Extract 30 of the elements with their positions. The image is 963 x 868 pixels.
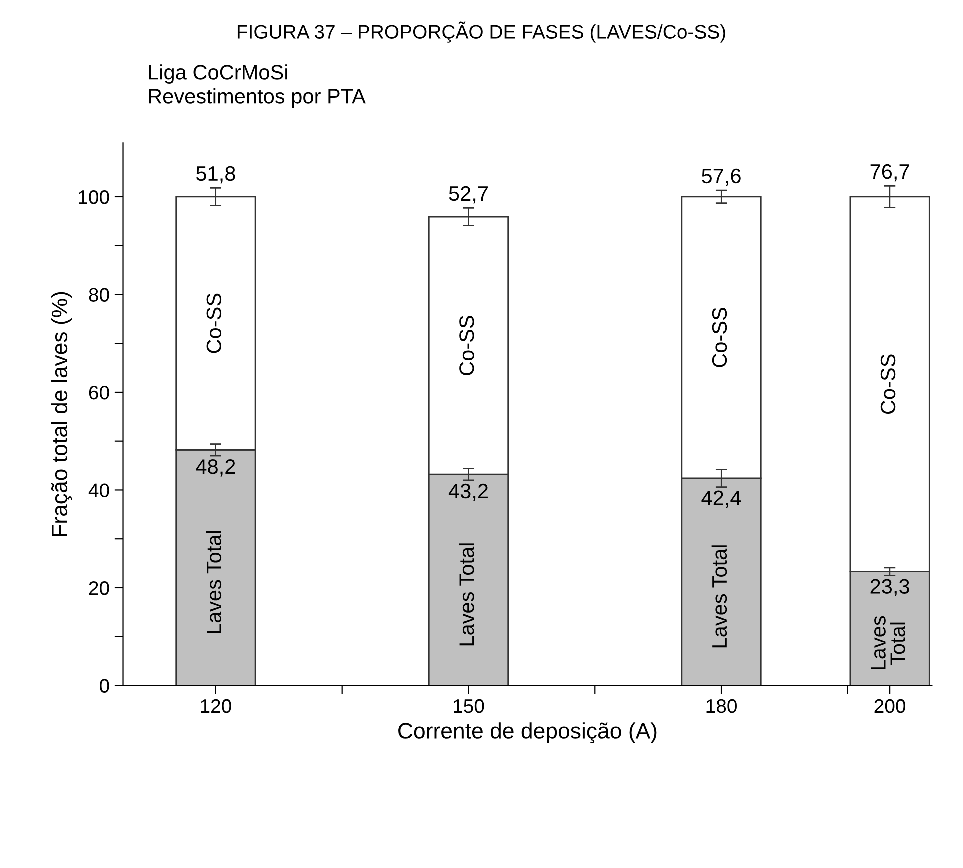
data-label: 43,2 — [448, 484, 488, 502]
y-tick-label: 60 — [89, 386, 110, 400]
chart-subtitle: Liga CoCrMoSi Revestimentos por PTA — [149, 64, 366, 108]
y-axis-title: Fração total de laves (%) — [51, 292, 72, 536]
x-tick-label: 180 — [706, 699, 737, 714]
data-label: 42,4 — [702, 490, 742, 508]
y-tick-label: 40 — [88, 484, 110, 498]
data-label: 76,7 — [870, 164, 910, 182]
y-tick-label: 0 — [100, 679, 110, 693]
data-label: 51,8 — [196, 166, 236, 184]
text: Co-SS — [712, 308, 728, 368]
series-label: Laves Total — [871, 616, 906, 670]
y-tick-label: 100 — [79, 190, 110, 204]
data-label: 48,2 — [196, 459, 236, 477]
y-tick-label: 80 — [89, 288, 110, 302]
data-label: 23,3 — [870, 579, 910, 596]
data-label: 57,6 — [702, 168, 741, 186]
text: Laves Total — [712, 546, 728, 648]
x-tick-label: 200 — [874, 699, 906, 714]
series-label: Co-SS — [880, 354, 896, 414]
text: Laves Total — [206, 531, 222, 634]
x-tick-label: 150 — [454, 699, 484, 714]
text: Co-SS — [460, 316, 474, 376]
chart-title: FIGURA 37 – PROPORÇÃO DE FASES (LAVES/Co-SS) — [238, 22, 726, 43]
x-tick-label: 120 — [201, 699, 232, 714]
text: Laves Total — [459, 544, 474, 646]
y-tick-label: 20 — [89, 581, 110, 596]
text: Co-SS — [206, 294, 222, 354]
x-axis-title: Corrente de deposição (A) — [398, 722, 657, 744]
data-label: 52,7 — [449, 186, 488, 204]
